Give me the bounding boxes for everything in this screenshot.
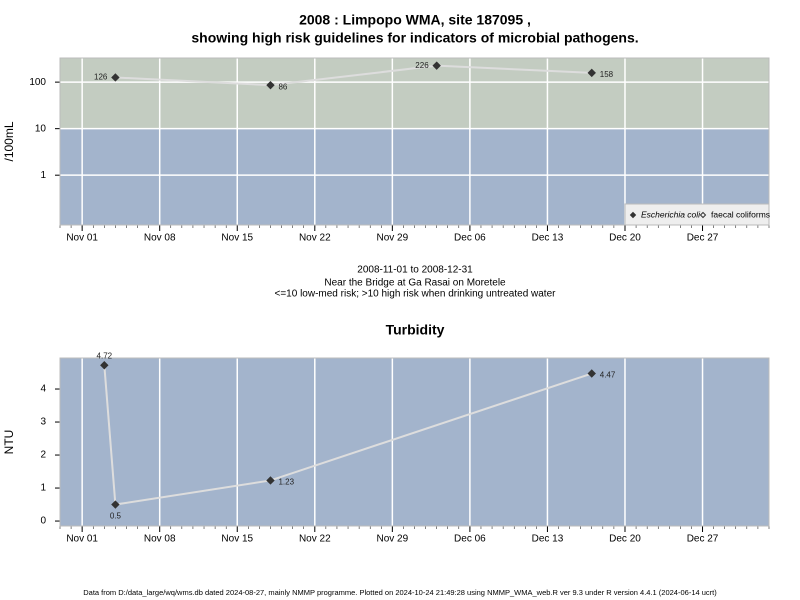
chart-title: Turbidity xyxy=(386,322,445,338)
legend-label: faecal coliforms xyxy=(711,209,770,219)
x-tick-label: Dec 20 xyxy=(609,233,641,244)
data-label: 126 xyxy=(94,73,108,82)
y-tick-label: 1 xyxy=(40,170,46,181)
data-label: 0.5 xyxy=(110,512,122,521)
data-point xyxy=(587,68,596,78)
subtitle: <=10 low-med risk; >10 high risk when dr… xyxy=(275,289,557,300)
x-tick-label: Nov 29 xyxy=(377,233,409,244)
x-tick-label: Nov 08 xyxy=(144,534,176,545)
y-axis-label: NTU xyxy=(2,430,16,455)
x-tick-label: Nov 01 xyxy=(66,233,98,244)
x-tick-label: Dec 06 xyxy=(454,534,486,545)
y-tick-label: 3 xyxy=(40,417,46,428)
data-label: 1.23 xyxy=(278,478,294,487)
x-tick-label: Dec 13 xyxy=(532,233,564,244)
x-tick-label: Dec 06 xyxy=(454,233,486,244)
data-label: 4.47 xyxy=(600,371,616,380)
y-tick-label: 4 xyxy=(40,384,46,395)
x-tick-label: Nov 22 xyxy=(299,534,331,545)
y-tick-label: 2 xyxy=(40,450,46,461)
x-tick-label: Nov 01 xyxy=(66,534,98,545)
data-point xyxy=(111,500,120,509)
data-point xyxy=(266,476,275,485)
y-tick-label: 0 xyxy=(40,516,46,527)
data-point xyxy=(266,80,275,90)
data-point xyxy=(432,61,441,70)
data-label: 86 xyxy=(278,82,287,91)
subtitle: Near the Bridge at Ga Rasai on Moretele xyxy=(324,278,506,289)
footer: Data from D:/data_large/wq/wms.db dated … xyxy=(83,588,717,597)
legend-marker xyxy=(699,211,707,219)
x-tick-label: Nov 15 xyxy=(221,534,253,545)
legend-marker xyxy=(629,211,637,219)
y-axis-label: /100mL xyxy=(2,121,16,161)
plot-frame xyxy=(59,357,770,527)
band xyxy=(60,358,769,526)
data-line xyxy=(115,64,592,87)
legend-label: Escherichia coli xyxy=(641,209,701,219)
data-label: 4.72 xyxy=(97,351,113,360)
band-high xyxy=(60,58,769,129)
data-point xyxy=(100,361,109,370)
legend-box xyxy=(624,203,770,226)
x-tick-label: Dec 27 xyxy=(687,534,719,545)
chart-title: showing high risk guidelines for indicat… xyxy=(191,30,638,46)
data-label: 226 xyxy=(415,61,429,70)
chart-title: 2008 : Limpopo WMA, site 187095 , xyxy=(299,12,531,28)
x-tick-label: Dec 27 xyxy=(687,233,719,244)
data-line xyxy=(103,365,593,506)
x-tick-label: Dec 13 xyxy=(532,534,564,545)
y-tick-label: 10 xyxy=(35,123,47,134)
subtitle: 2008-11-01 to 2008-12-31 xyxy=(357,265,473,276)
x-tick-label: Nov 08 xyxy=(144,233,176,244)
data-label: 158 xyxy=(600,70,614,79)
x-tick-label: Nov 15 xyxy=(221,233,253,244)
x-tick-label: Nov 29 xyxy=(377,534,409,545)
y-tick-label: 100 xyxy=(29,77,46,88)
plot-frame xyxy=(59,57,770,226)
y-tick-label: 1 xyxy=(40,483,46,494)
x-tick-label: Nov 22 xyxy=(299,233,331,244)
x-tick-label: Dec 20 xyxy=(609,534,641,545)
data-point xyxy=(587,369,596,378)
data-point xyxy=(111,73,120,82)
